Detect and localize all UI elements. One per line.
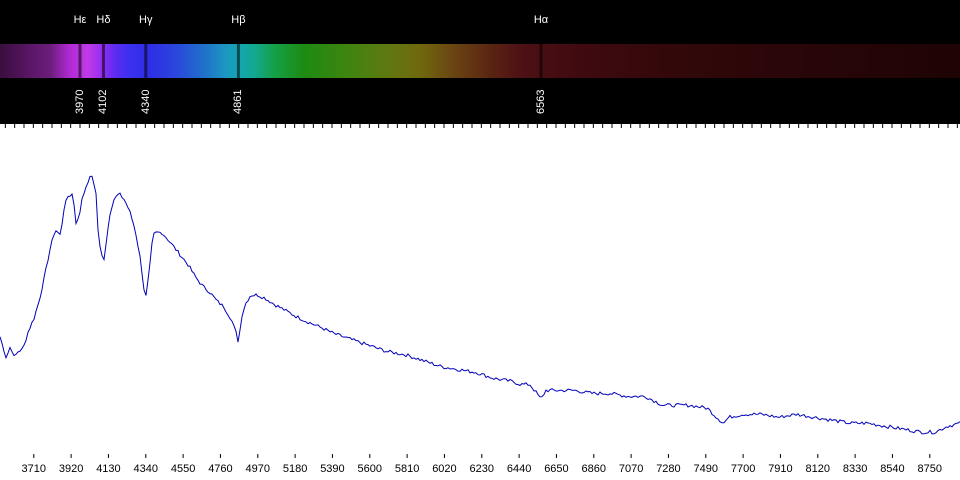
x-tick-label: 6650 bbox=[544, 463, 568, 475]
spectral-line-wavelength: 3970 bbox=[74, 89, 86, 114]
x-tick-label: 8750 bbox=[918, 463, 942, 475]
spectrum-plot: 3710 3920 4130 4340 4550 4760 4970 5180 5390 5600… bbox=[0, 124, 960, 480]
x-tick-label: 7070 bbox=[619, 463, 643, 475]
absorption-line bbox=[539, 44, 543, 78]
spectral-line-wavelength: 4861 bbox=[232, 89, 245, 114]
x-tick-label: 7280 bbox=[656, 463, 680, 475]
x-tick-label: 8330 bbox=[843, 463, 867, 475]
x-tick-label: 5180 bbox=[283, 463, 307, 475]
x-tick-label: 6230 bbox=[470, 463, 494, 475]
x-tick-label: 8120 bbox=[806, 463, 830, 475]
spectral-line-name: Hγ bbox=[139, 14, 153, 26]
spectral-line-wavelength: 6563 bbox=[534, 89, 547, 114]
spectral-line-wavelength: 4340 bbox=[139, 89, 152, 114]
spectral-line-name: Hδ bbox=[96, 14, 111, 26]
spectral-line-name: Hβ bbox=[231, 14, 246, 26]
absorption-line bbox=[236, 44, 240, 78]
x-tick-label: 5600 bbox=[358, 463, 382, 475]
x-tick-label: 3710 bbox=[22, 463, 46, 475]
spectrum-color-strip bbox=[0, 44, 960, 78]
absorption-line bbox=[144, 44, 148, 78]
spectral-line-name: Hα bbox=[533, 14, 549, 26]
spectral-line-wavelength: 4102 bbox=[97, 89, 110, 114]
x-tick-label: 7700 bbox=[731, 463, 755, 475]
x-tick-label: 8540 bbox=[880, 463, 904, 475]
absorption-line bbox=[78, 44, 82, 78]
absorption-line bbox=[101, 44, 105, 78]
x-tick-label: 5810 bbox=[395, 463, 419, 475]
x-tick-label: 4130 bbox=[96, 463, 120, 475]
x-tick-label: 7490 bbox=[694, 463, 718, 475]
x-tick-label: 4970 bbox=[246, 463, 270, 475]
x-tick-label: 7910 bbox=[768, 463, 792, 475]
x-tick-label: 6020 bbox=[432, 463, 456, 475]
x-tick-label: 6440 bbox=[507, 463, 531, 475]
x-tick-label: 4340 bbox=[134, 463, 158, 475]
absorption-lines bbox=[78, 44, 543, 78]
spectrum-chart-svg: 3710 3920 4130 4340 4550 4760 4970 5180 5390 5600… bbox=[0, 124, 960, 475]
x-tick-label: 5390 bbox=[320, 463, 344, 475]
x-tick-label: 4550 bbox=[171, 463, 195, 475]
x-tick-label: 6860 bbox=[582, 463, 606, 475]
x-tick-label: 4760 bbox=[208, 463, 232, 475]
x-tick-label: 3920 bbox=[59, 463, 83, 475]
spectral-line-name: Hε bbox=[73, 14, 87, 26]
spectrum-series-line bbox=[0, 175, 960, 435]
